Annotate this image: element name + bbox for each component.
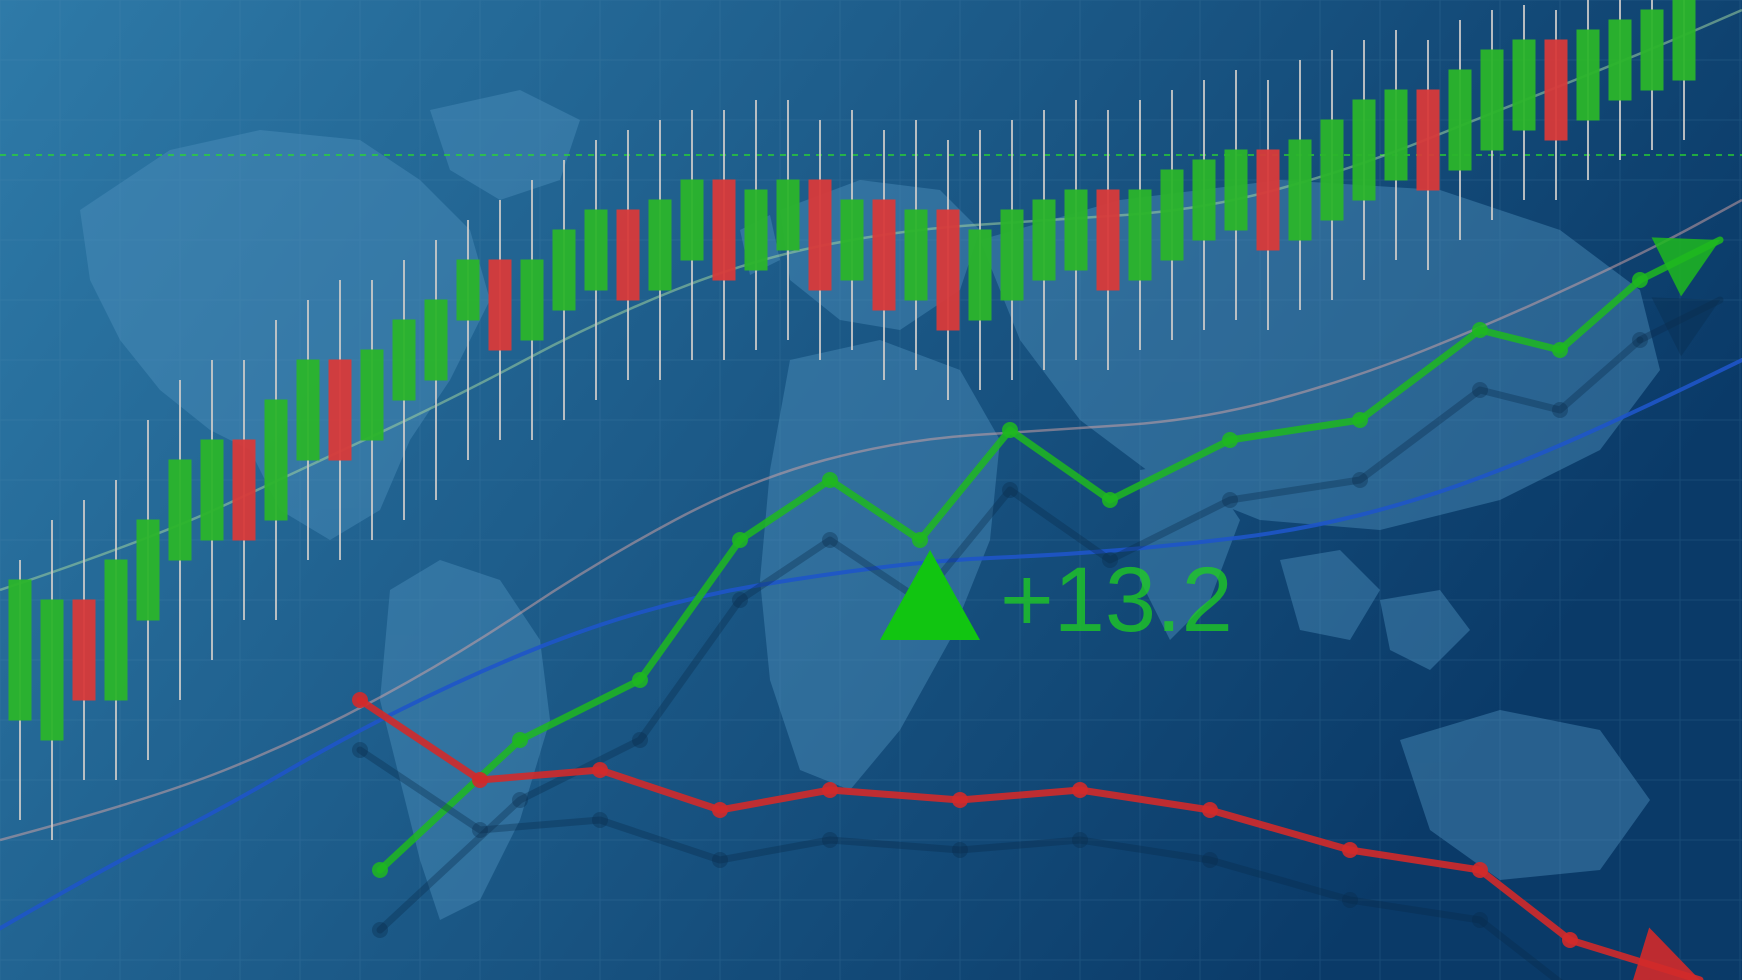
- chart-svg: [0, 0, 1742, 980]
- finance-infographic: +13.2: [0, 0, 1742, 980]
